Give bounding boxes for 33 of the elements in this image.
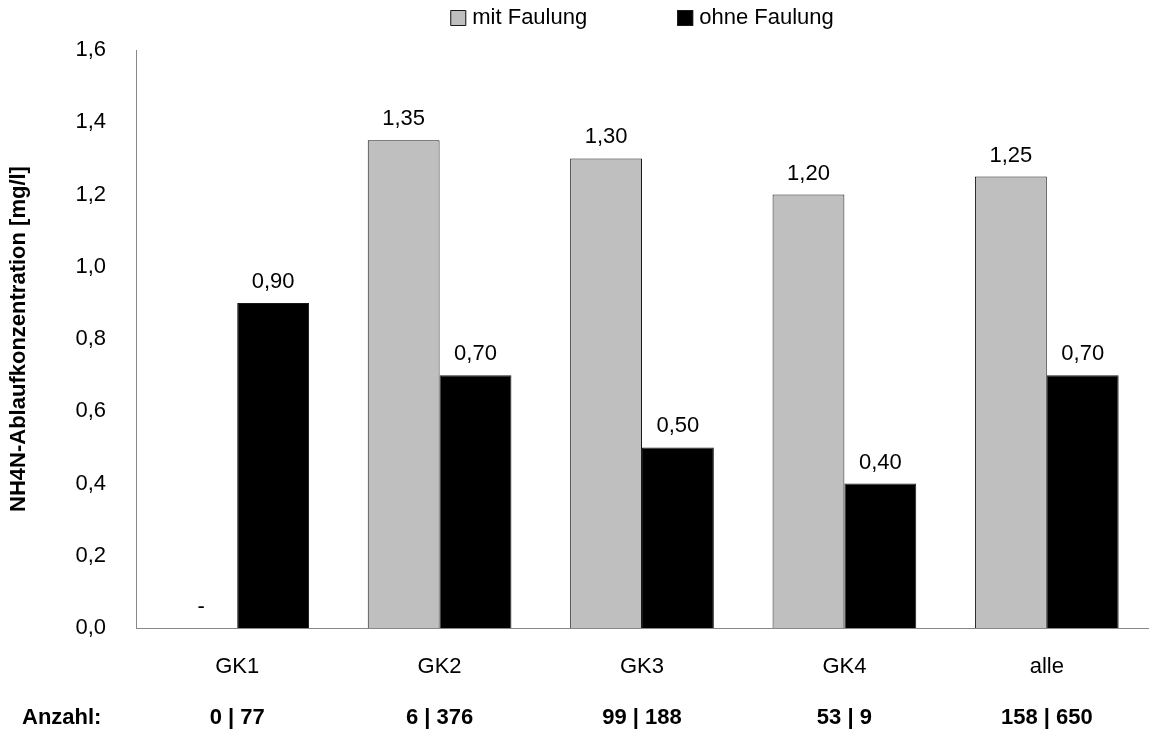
y-tick-label: 1,2 xyxy=(75,180,106,206)
y-tick-label: 1,0 xyxy=(75,252,106,278)
y-axis-title: NH4N-Ablaufkonzentration [mg/l] xyxy=(5,166,31,512)
data-label: 1,30 xyxy=(584,123,628,149)
x-tick-label: GK3 xyxy=(619,653,665,679)
data-label: 0,90 xyxy=(251,267,295,293)
x-tick-label: GK2 xyxy=(417,653,462,679)
data-label: 0,70 xyxy=(454,340,497,366)
text: 53 | 9 xyxy=(816,704,872,730)
text: 0 | 77 xyxy=(209,704,265,730)
y-tick-label: 0,8 xyxy=(75,325,106,351)
x-tick-label: GK1 xyxy=(215,653,260,679)
data-label: 0,40 xyxy=(858,448,902,474)
data-label: 1,25 xyxy=(989,141,1033,167)
y-tick-label: 0,2 xyxy=(75,541,106,567)
y-tick-label: 0,6 xyxy=(75,397,106,423)
y-tick-label: 0,0 xyxy=(75,614,106,640)
data-label: 0,70 xyxy=(1061,340,1105,366)
data-label: 0,50 xyxy=(656,412,700,438)
text: - xyxy=(197,593,205,619)
y-tick-label: 0,4 xyxy=(75,469,106,495)
x-tick-label: alle xyxy=(1029,653,1064,679)
text: 158 | 650 xyxy=(1000,704,1093,730)
data-label: 1,35 xyxy=(382,105,426,131)
y-tick-label: 1,4 xyxy=(75,108,106,134)
legend-label: mit Faulung xyxy=(472,4,588,30)
legend-label: ohne Faulung xyxy=(699,4,834,30)
text: Anzahl: xyxy=(22,704,102,730)
x-tick-label: GK4 xyxy=(822,653,867,679)
text: 6 | 376 xyxy=(405,704,474,730)
data-label: 1,20 xyxy=(787,159,830,185)
text: 99 | 188 xyxy=(602,704,682,730)
y-tick-label: 1,6 xyxy=(75,36,106,62)
